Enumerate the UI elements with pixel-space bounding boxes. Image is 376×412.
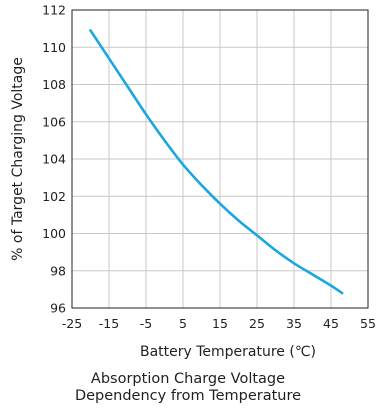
x-tick-label: 45 (323, 316, 339, 331)
x-axis-title: Battery Temperature (℃) (140, 344, 316, 360)
x-tick-label: 15 (212, 316, 228, 331)
x-tick-label: 5 (179, 316, 187, 331)
x-tick-label: -5 (140, 316, 152, 331)
x-tick-label: 35 (286, 316, 302, 331)
y-tick-label: 104 (42, 152, 66, 167)
chart-caption: Absorption Charge Voltage Dependency fro… (0, 371, 376, 405)
x-tick-label: 25 (249, 316, 265, 331)
chart: -25 -15 -5 5 15 25 35 45 55 96 98 100 102 104 106 108 1… (10, 3, 376, 361)
caption-line-1: Absorption Charge Voltage (90, 371, 286, 387)
y-axis-ticks: 96 98 100 102 104 106 108 110 112 (42, 3, 66, 316)
y-tick-label: 96 (50, 301, 66, 316)
series-layer (89, 29, 344, 295)
grid (71, 9, 369, 309)
y-tick-label: 98 (50, 263, 66, 278)
y-tick-label: 102 (42, 189, 66, 204)
x-axis-ticks: -25 -15 -5 5 15 25 35 45 55 (62, 316, 376, 331)
y-tick-label: 100 (42, 226, 66, 241)
series-line-0 (89, 29, 344, 295)
x-tick-label: -15 (99, 316, 119, 331)
y-axis-title: % of Target Charging Voltage (10, 57, 26, 261)
caption-line-2: Dependency from Temperature (74, 388, 302, 404)
x-tick-label: 55 (360, 316, 376, 331)
y-tick-label: 108 (42, 77, 66, 92)
plot-frame (71, 9, 369, 309)
y-tick-label: 106 (42, 114, 66, 129)
y-tick-label: 112 (42, 3, 66, 18)
y-tick-label: 110 (42, 40, 66, 55)
x-tick-label: -25 (62, 316, 82, 331)
